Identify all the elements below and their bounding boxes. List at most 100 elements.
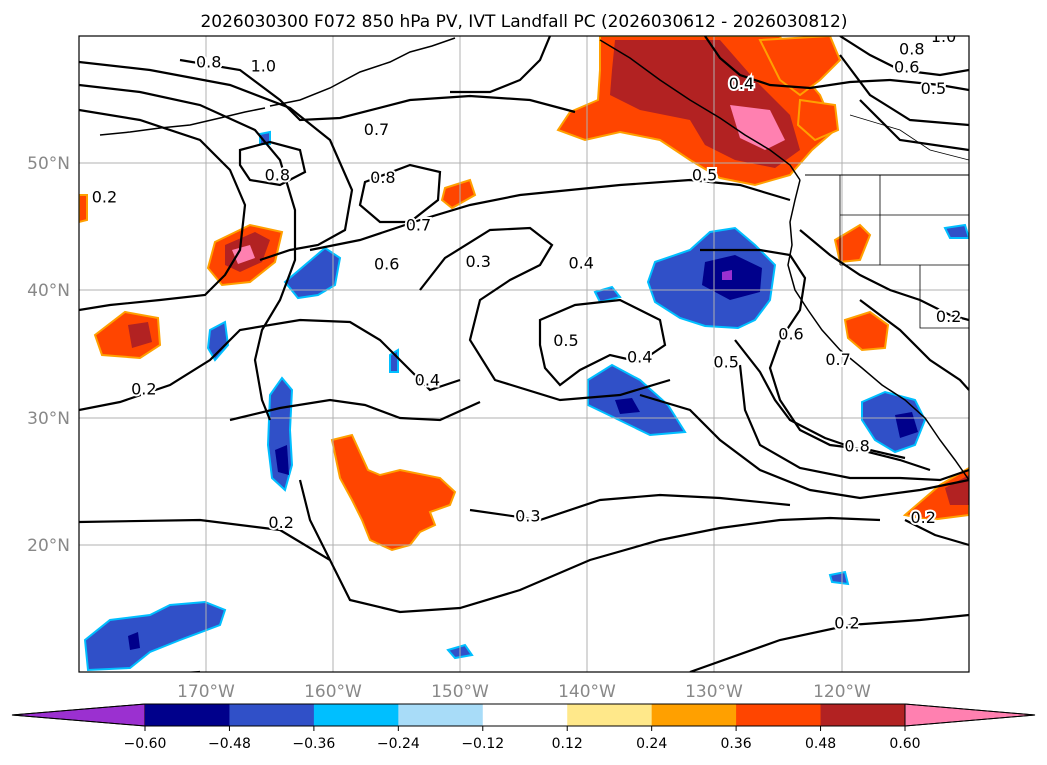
colorbar-extend-low xyxy=(11,703,146,727)
contour-line xyxy=(238,140,307,187)
lat-axis-labels: 50°N 40°N 30°N 20°N xyxy=(27,154,70,556)
contour-line xyxy=(183,613,969,672)
contour-line xyxy=(904,519,969,547)
pv-negative-region xyxy=(206,320,230,362)
pv-positive-region xyxy=(902,466,969,522)
coastline-alaska xyxy=(269,37,456,107)
contour-line xyxy=(419,226,671,402)
contour-line xyxy=(839,36,969,77)
contour-line xyxy=(229,398,481,422)
contour-label: 0.5 xyxy=(713,353,738,372)
lon-tick-label: 120°W xyxy=(813,682,871,702)
coastline-west-coast xyxy=(787,179,969,481)
contour-label: 0.7 xyxy=(825,350,850,369)
contour-line xyxy=(79,318,461,412)
contour-label: 0.8 xyxy=(265,166,290,185)
colorbar-segment xyxy=(145,704,230,726)
colorbar-segment xyxy=(651,704,737,726)
colorbar-tick-label: −0.48 xyxy=(208,736,251,752)
contour-line xyxy=(799,229,969,322)
colorbar-segment xyxy=(229,704,315,726)
lon-tick-label: 130°W xyxy=(685,682,743,702)
contour-label: 0.2 xyxy=(268,513,293,532)
contour-label: 0.4 xyxy=(415,370,440,389)
contour-line xyxy=(700,248,906,460)
contour-line xyxy=(79,60,354,262)
contour-line xyxy=(309,178,791,252)
pv-negative-region xyxy=(593,285,622,304)
contour-line xyxy=(79,108,247,312)
colorbar-segment xyxy=(820,704,906,726)
contour-label: 0.2 xyxy=(911,508,936,527)
pv-negative-darkregion xyxy=(275,445,289,475)
contour-label: 0.8 xyxy=(196,52,221,71)
colorbar-segment xyxy=(567,704,653,726)
colorbar-segment xyxy=(736,704,822,726)
contour-line xyxy=(179,58,576,122)
contour-label: 0.3 xyxy=(466,252,491,271)
contour-label: 0.8 xyxy=(844,437,869,456)
pv-strong-region xyxy=(945,475,969,505)
pv-positive-region xyxy=(79,194,88,224)
coastline-aleutians xyxy=(99,107,266,136)
pv-negative-darkregion xyxy=(128,632,140,650)
colorbar-tick-label: −0.24 xyxy=(377,736,420,752)
colorbar-tick-label: 0.36 xyxy=(721,736,752,752)
pv-positive-region xyxy=(330,433,457,552)
pv-negative-darkregion xyxy=(615,398,640,414)
contour-label: 0.2 xyxy=(834,613,859,632)
contour-label: 0.8 xyxy=(370,168,395,187)
pv-negative-region xyxy=(259,130,271,145)
pv-extreme-region xyxy=(232,245,255,264)
contour-line xyxy=(298,479,791,561)
coastlines xyxy=(99,37,969,481)
colorbar-tick-label: 0.24 xyxy=(636,736,667,752)
contour-line xyxy=(738,364,969,482)
colorbar-segment xyxy=(482,704,568,726)
lon-tick-label: 160°W xyxy=(304,682,362,702)
colorbar-tick-label: −0.12 xyxy=(461,736,504,752)
contour-line xyxy=(538,298,667,387)
contour-label: 0.3 xyxy=(515,507,540,526)
pv-strong-region xyxy=(128,322,152,348)
contour-label: 0.7 xyxy=(406,215,431,234)
contour-line xyxy=(704,36,969,92)
colorbar-tick-label: −0.60 xyxy=(124,736,167,752)
contour-label: 0.5 xyxy=(692,166,717,185)
contour-label: 0.2 xyxy=(92,187,117,206)
figure-title: 2026030300 F072 850 hPa PV, IVT Landfall… xyxy=(200,12,847,32)
contour-label: 0.2 xyxy=(131,379,156,398)
contour-label: 0.4 xyxy=(729,74,754,93)
lon-axis-labels: 170°W 160°W 150°W 140°W 130°W 120°W xyxy=(177,682,871,702)
pv-positive-region xyxy=(833,223,872,264)
pv-negative-region xyxy=(828,570,850,586)
contour-line xyxy=(859,299,969,391)
contour-line xyxy=(79,516,881,614)
contour-line xyxy=(734,339,931,472)
contour-line xyxy=(358,163,442,224)
contour-label: 1.0 xyxy=(931,27,956,46)
pv-positive-region xyxy=(843,310,890,352)
contour-label: 0.2 xyxy=(936,307,961,326)
colorbar-segment xyxy=(313,704,399,726)
coastline-alaska-panhandle xyxy=(599,39,801,181)
contour-label: 0.6 xyxy=(894,58,919,77)
pv-positive-region xyxy=(796,98,840,142)
contour-line xyxy=(79,83,297,421)
pv-positive-region xyxy=(758,36,842,97)
pv-negative-region xyxy=(83,600,227,672)
lon-tick-label: 150°W xyxy=(431,682,489,702)
colorbar-segment xyxy=(398,704,484,726)
colorbar: −0.60 −0.48 −0.36 −0.24 −0.12 0.12 0.24 0.36 0.4… xyxy=(11,703,1036,752)
gridlines xyxy=(79,36,969,672)
contour-line xyxy=(450,36,552,94)
pv-extreme-region xyxy=(730,105,785,150)
colorbar-tick-label: 0.48 xyxy=(805,736,836,752)
pv-positive-region xyxy=(440,178,477,210)
lat-tick-label: 20°N xyxy=(27,536,70,556)
contour-label: 0.4 xyxy=(627,348,652,367)
colorbar-tick-label: −0.36 xyxy=(292,736,335,752)
colorbar-tick-label: 0.12 xyxy=(552,736,583,752)
lon-tick-label: 140°W xyxy=(558,682,616,702)
